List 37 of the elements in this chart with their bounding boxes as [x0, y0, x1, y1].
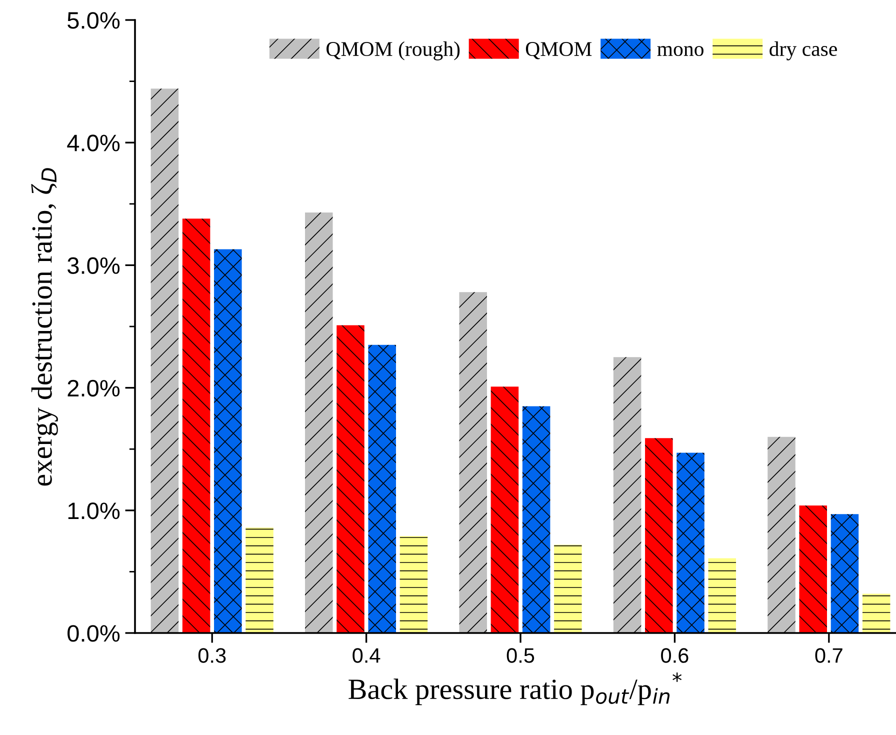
- bar: [459, 292, 487, 633]
- bar: [522, 406, 550, 633]
- y-tick-label: 1.0%: [68, 502, 120, 520]
- bar: [799, 505, 827, 633]
- bar: [554, 544, 582, 633]
- x-axis-title: Back pressure ratio p$_{out}$/p$_{in}$$^{*}$: [348, 672, 682, 706]
- bar: [214, 249, 242, 633]
- x-tick-label: 0.5: [506, 648, 534, 663]
- legend-label: dry case: [770, 41, 837, 60]
- bar: [676, 452, 704, 633]
- bar: [336, 325, 364, 633]
- y-tick-label: 2.0%: [68, 380, 120, 397]
- x-tick-label: 0.3: [198, 648, 226, 663]
- bar: [830, 514, 859, 633]
- y-tick-label: 0.0%: [68, 625, 120, 642]
- legend-label: QMOM: [526, 42, 592, 60]
- bar: [246, 528, 274, 633]
- y-tick-label: 4.0%: [67, 134, 120, 152]
- bar: [182, 218, 210, 633]
- bar: [490, 386, 519, 633]
- bar: [613, 357, 642, 633]
- y-tick-label: 3.0%: [68, 257, 120, 274]
- x-tick-label: 0.7: [815, 648, 842, 663]
- legend-label: mono: [657, 46, 704, 56]
- x-tick-label: 0.4: [352, 648, 380, 663]
- y-axis-title: exergy destruction ratio, ζ$_{D}$: [31, 168, 58, 486]
- bar: [768, 436, 796, 633]
- bar: [305, 212, 333, 633]
- bar: [150, 88, 179, 633]
- y-tick-label: 5.0%: [68, 12, 120, 29]
- legend-label: QMOM (rough): [326, 41, 460, 60]
- x-tick-label: 0.6: [661, 648, 688, 663]
- bar: [862, 594, 890, 633]
- bar: [708, 558, 736, 633]
- bar: [645, 438, 673, 633]
- bar: [368, 344, 396, 633]
- bar: [400, 536, 428, 633]
